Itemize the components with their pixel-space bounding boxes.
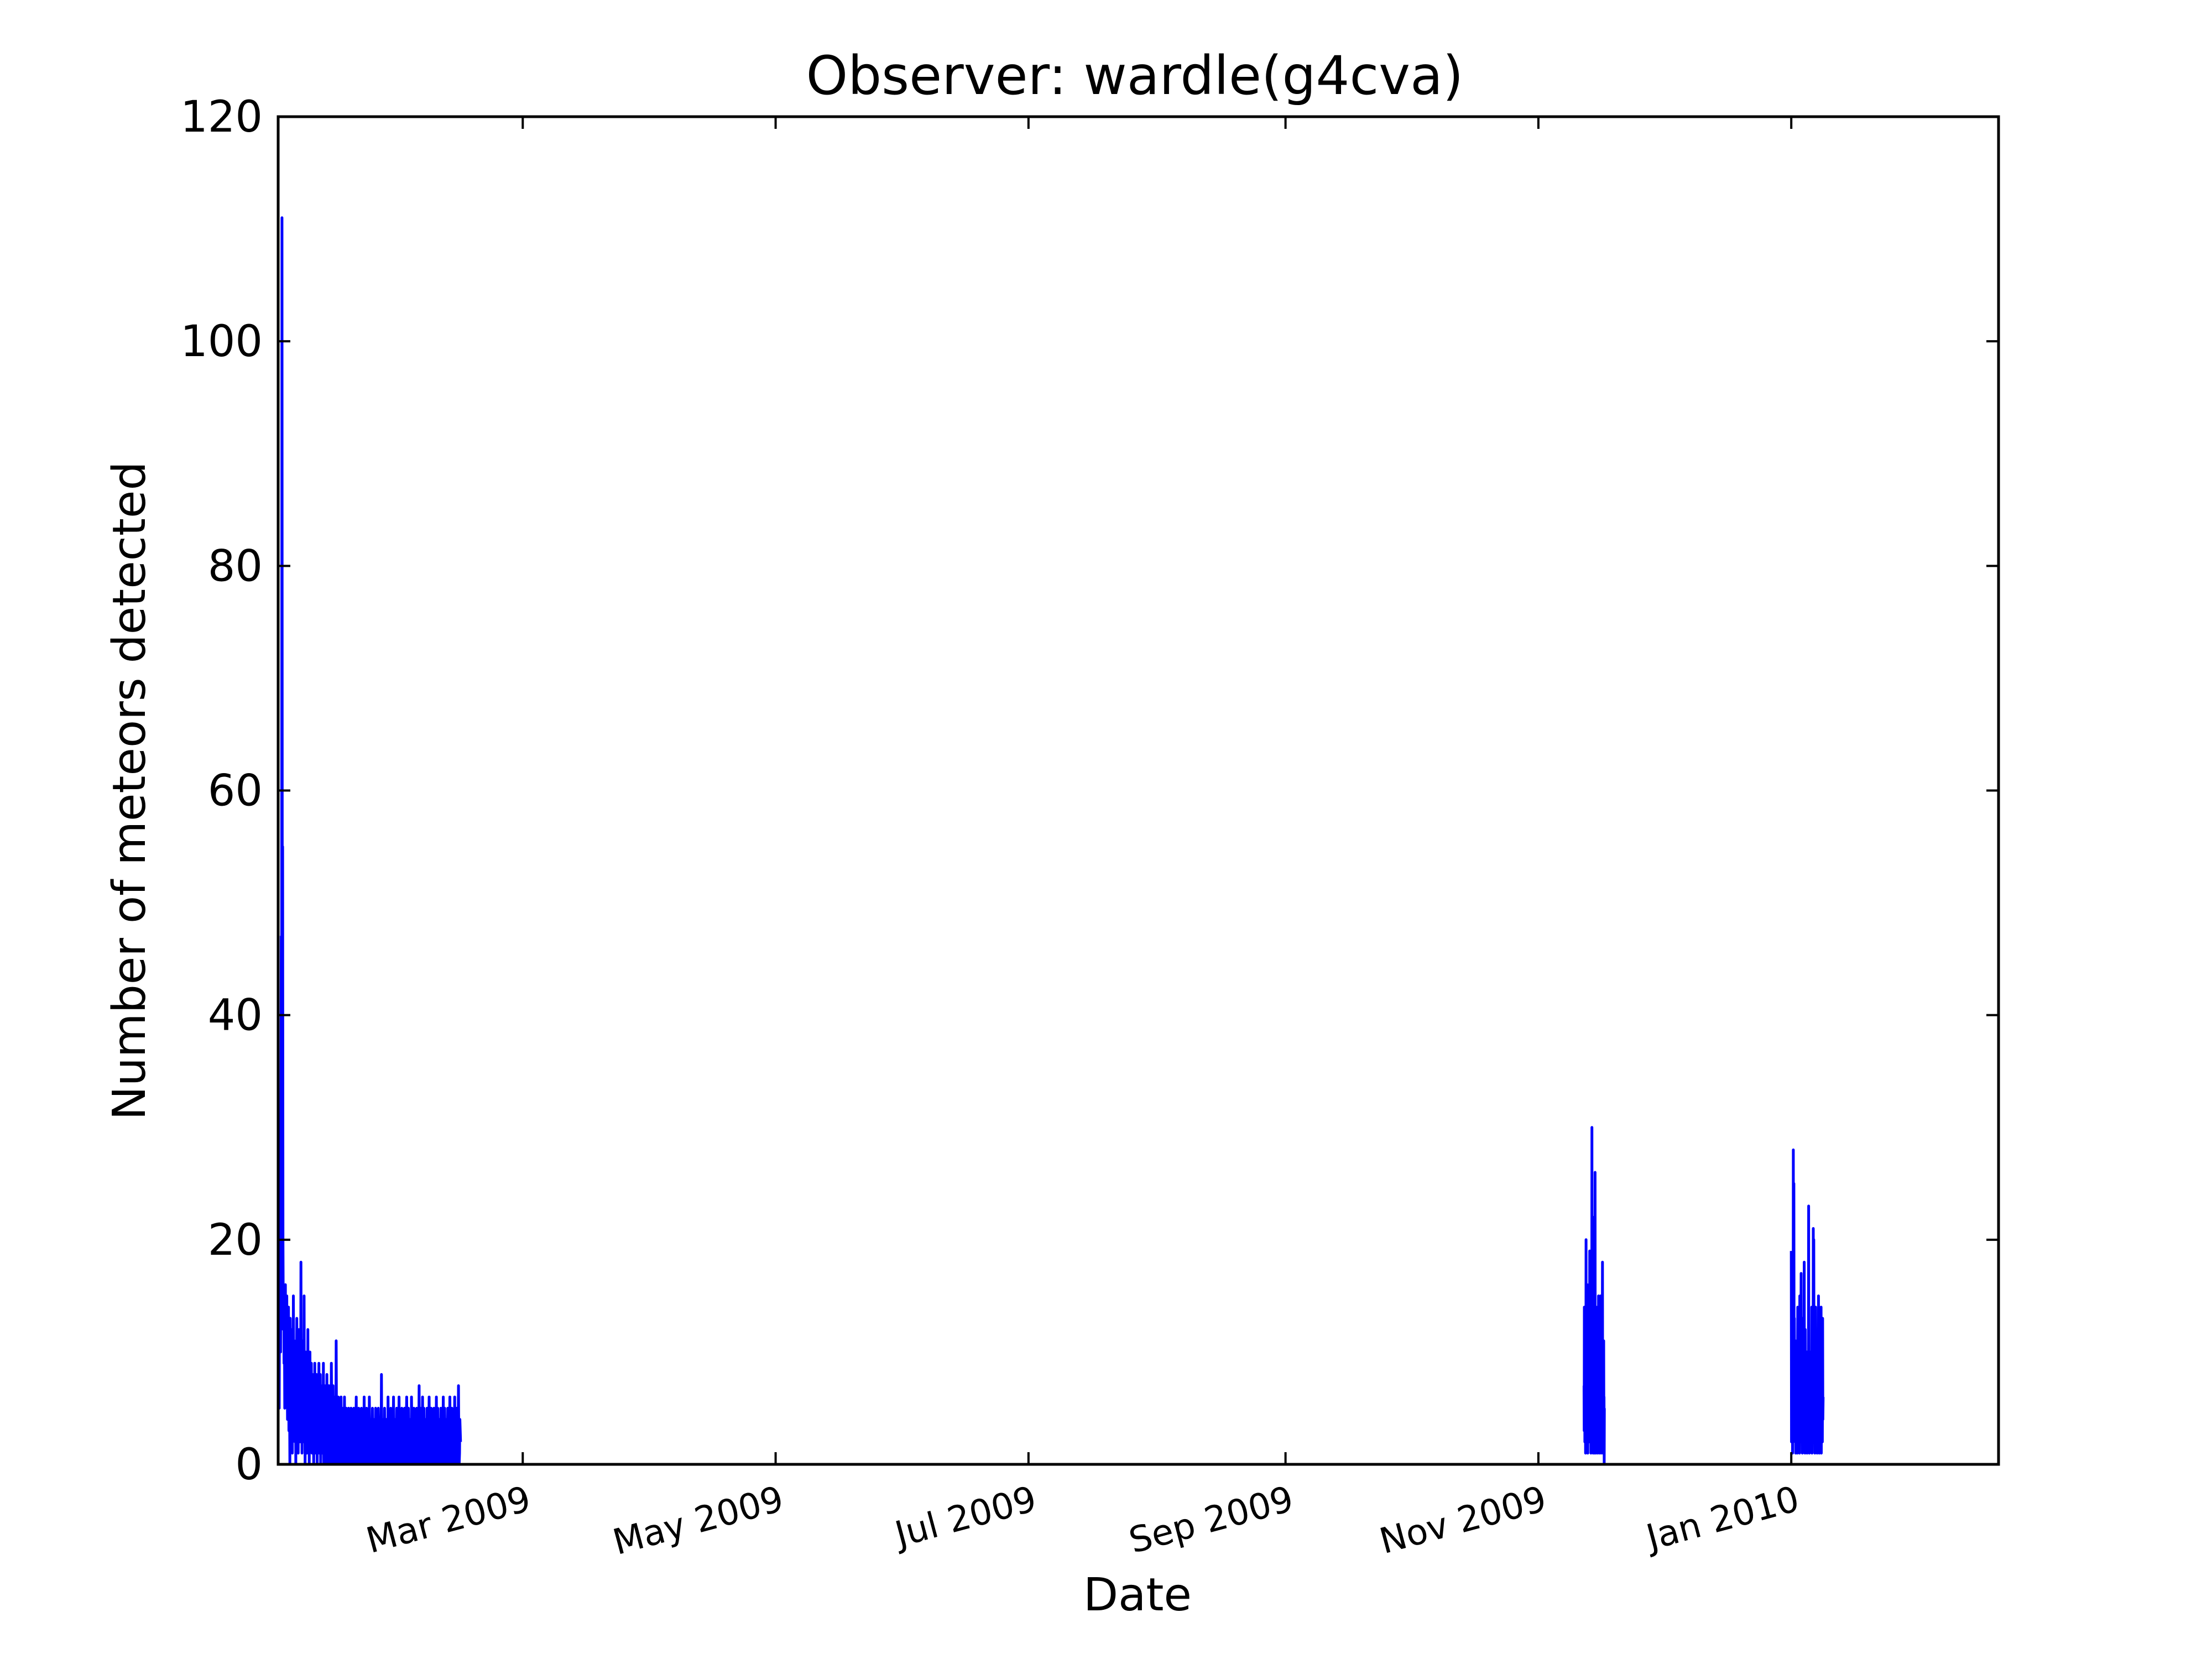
y-axis-label: Number of meteors detected <box>103 461 156 1120</box>
y-tick-label: 60 <box>208 766 263 816</box>
y-tick-label: 0 <box>235 1440 263 1490</box>
y-tick-label: 100 <box>180 317 263 367</box>
y-tick-label: 40 <box>208 991 263 1041</box>
x-axis-label: Date <box>1083 1569 1192 1621</box>
chart-title: Observer: wardle(g4cva) <box>806 45 1464 107</box>
y-axis: 0 20 40 60 80 100 120 <box>180 92 1999 1490</box>
y-tick-label: 120 <box>180 92 263 142</box>
series-line-segment-3 <box>1790 1148 1825 1455</box>
series-line-segment-2 <box>1582 1126 1606 1466</box>
y-tick-label: 20 <box>208 1215 263 1265</box>
y-tick-label: 80 <box>208 541 263 591</box>
